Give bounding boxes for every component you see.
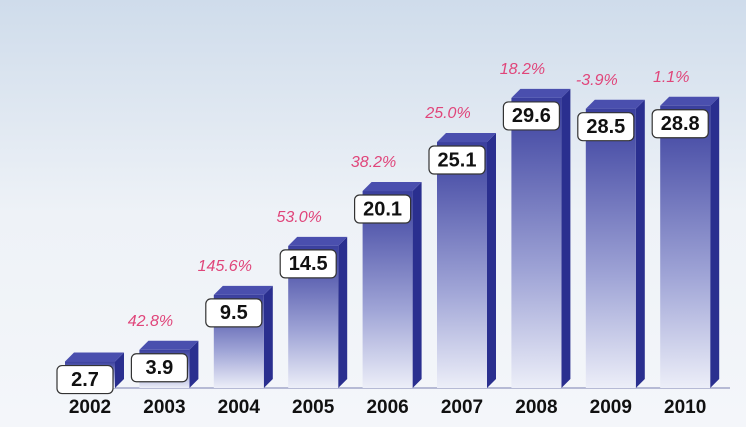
growth-label: 25.0% [424,105,470,122]
value-label: 3.9 [145,357,173,379]
x-tick-label: 2007 [441,397,483,418]
bar-top [362,182,422,192]
growth-label: -3.9% [576,72,618,89]
bar-top [437,133,496,143]
x-tick-label: 2005 [292,397,335,418]
bar-side [189,340,199,388]
bar-top [213,285,273,295]
bar [362,191,413,388]
x-tick-label: 2010 [664,397,706,418]
x-tick-label: 2009 [590,397,632,418]
x-tick-label: 2008 [515,397,557,418]
bar [511,97,562,389]
bar-top [288,236,348,246]
x-tick-label: 2006 [366,397,408,418]
value-label-box [205,298,263,328]
value-label: 9.5 [220,302,248,324]
growth-label: 1.1% [653,69,689,86]
bar-side [710,96,720,388]
value-label-box [279,249,337,279]
value-label: 2.7 [71,369,99,391]
bar-side [338,236,348,388]
value-label-box [502,101,560,131]
x-tick-label: 2003 [143,397,185,418]
bar-side [561,88,571,389]
value-label: 14.5 [289,253,328,275]
value-label-box [56,364,114,395]
bar-top [660,96,720,106]
value-label: 20.1 [363,198,402,220]
bar-side [412,182,422,388]
growth-label: 18.2% [500,61,545,78]
growth-label: 53.0% [277,209,322,226]
bar [437,142,487,388]
value-label: 28.5 [586,116,625,138]
bar [660,105,711,388]
bar-top [511,88,571,98]
value-label-box [577,112,635,142]
value-label: 29.6 [512,105,551,127]
bar-side [263,285,273,388]
growth-label: 38.2% [351,154,396,171]
bar-side [115,352,124,388]
value-label-box [651,109,709,139]
value-label-box [428,145,486,175]
bar-side [487,133,496,388]
bar-top [65,352,124,362]
bar-top [585,99,645,109]
x-tick-label: 2002 [69,397,111,418]
x-tick-label: 2004 [218,397,261,418]
growth-label: 42.8% [128,313,173,330]
value-label: 28.8 [661,113,700,135]
bar [585,108,636,388]
bar-side [635,99,645,388]
growth-label: 145.6% [198,258,252,275]
value-label-box [354,194,412,224]
value-label-box [130,353,188,383]
bar-top [139,340,199,350]
value-label: 25.1 [438,149,477,171]
